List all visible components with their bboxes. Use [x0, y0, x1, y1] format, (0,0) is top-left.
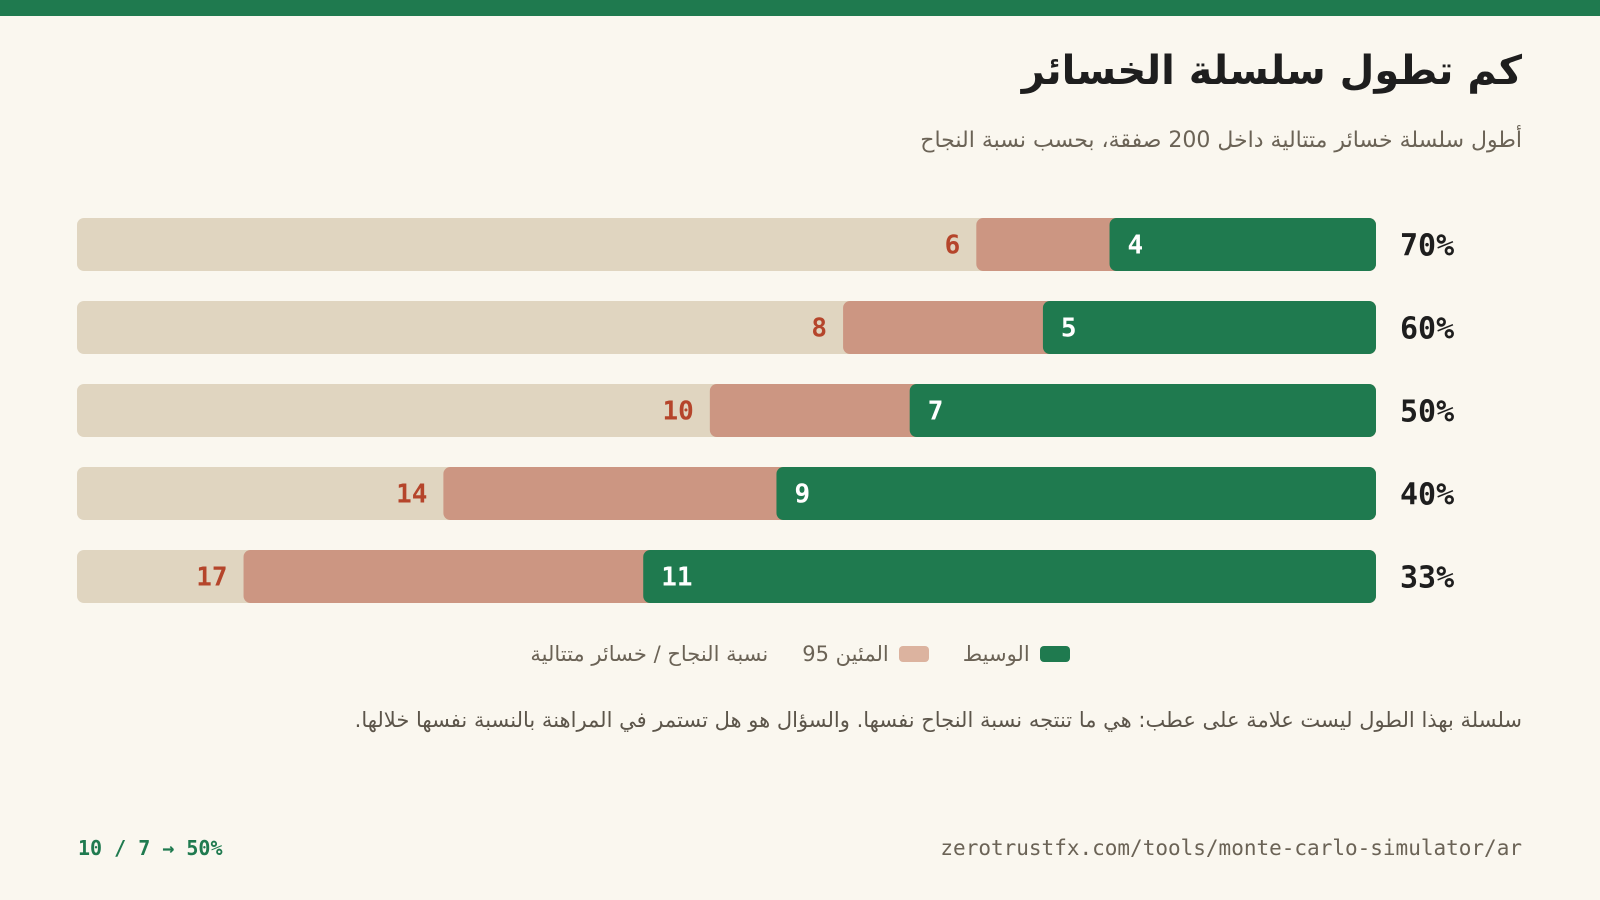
category-label: 60%	[1400, 312, 1454, 347]
median-value-label: 11	[661, 563, 692, 593]
chart-legend: الوسيط المئين 95 نسبة النجاح / خسائر متت…	[0, 642, 1600, 666]
category-label: 40%	[1400, 478, 1454, 513]
top-accent-bar	[0, 0, 1600, 16]
p95-value-label: 10	[663, 397, 694, 427]
p95-value-label: 6	[945, 231, 961, 261]
legend-axis-note: نسبة النجاح / خسائر متتالية	[530, 642, 768, 666]
page-indicator: 10 / 7 → 50%	[78, 836, 223, 860]
category-label: 33%	[1400, 561, 1454, 596]
bar-median	[909, 384, 1376, 437]
legend-axis-note-text: نسبة النجاح / خسائر متتالية	[530, 642, 769, 666]
median-value-label: 5	[1061, 314, 1077, 344]
legend-label-median: الوسيط	[962, 642, 1030, 666]
bar-median	[776, 467, 1376, 520]
legend-item-p95: المئين 95	[802, 642, 929, 666]
category-label: 70%	[1400, 229, 1454, 264]
p95-value-label: 14	[396, 480, 427, 510]
page-title: كم تطول سلسلة الخسائر	[1021, 48, 1522, 94]
bar-median	[1042, 301, 1376, 354]
median-value-label: 4	[1128, 231, 1144, 261]
median-value-label: 9	[794, 480, 810, 510]
legend-swatch-median	[1039, 646, 1070, 662]
p95-value-label: 17	[196, 563, 227, 593]
page-subtitle: أطول سلسلة خسائر متتالية داخل 200 صفقة، …	[920, 128, 1522, 153]
bar-median	[1109, 218, 1376, 271]
explanatory-note: سلسلة بهذا الطول ليست علامة على عطب: هي …	[354, 708, 1522, 732]
bar-median	[643, 550, 1376, 603]
median-value-label: 7	[928, 397, 944, 427]
p95-value-label: 8	[811, 314, 827, 344]
legend-swatch-p95	[898, 646, 929, 662]
category-label: 50%	[1400, 395, 1454, 430]
legend-label-p95: المئين 95	[802, 642, 889, 666]
source-url[interactable]: zerotrustfx.com/tools/monte-carlo-simula…	[940, 836, 1522, 860]
legend-item-median: الوسيط	[963, 642, 1070, 666]
